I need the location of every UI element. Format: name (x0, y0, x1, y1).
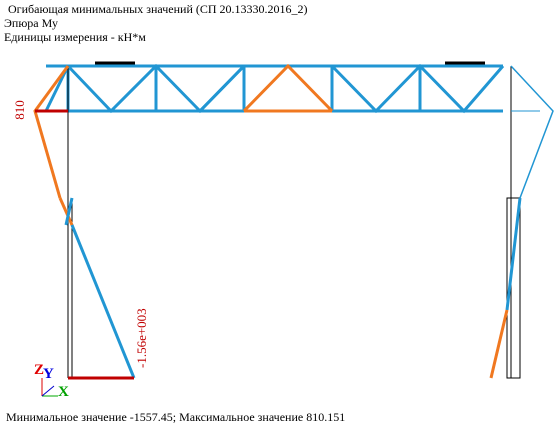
value-label: 810 (12, 100, 27, 120)
footer: Минимальное значение -1557.45; Максималь… (6, 410, 346, 424)
value-label: -1.56e+003 (134, 308, 149, 368)
title: Огибающая минимальных значений (СП 20.13… (8, 2, 308, 16)
axis-z: Z (34, 362, 44, 378)
diagram-name: Эпюра Му (4, 16, 59, 30)
moment-diagram (33, 65, 554, 380)
axis-x: X (58, 384, 69, 400)
axis-y: Y (43, 366, 54, 382)
axis-icon: Z Y X (34, 362, 69, 400)
truss (44, 63, 505, 114)
units: Единицы измерения - кН*м (4, 30, 146, 44)
truss-highlight (242, 63, 334, 113)
